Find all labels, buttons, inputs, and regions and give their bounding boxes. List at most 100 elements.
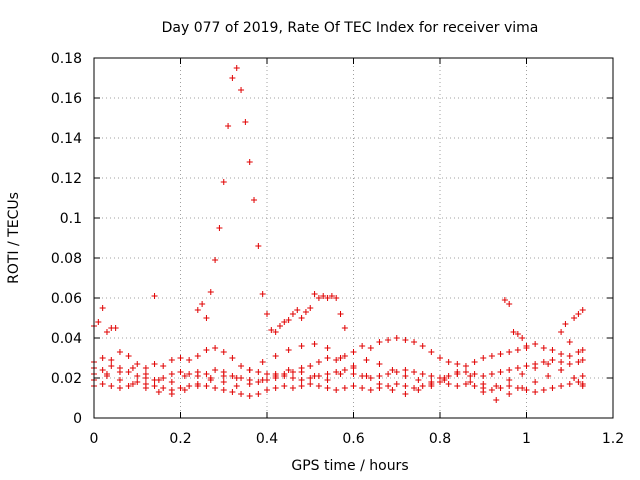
roti-point — [363, 373, 370, 379]
roti-point — [402, 373, 409, 379]
roti-point — [238, 391, 245, 397]
roti-point — [471, 359, 478, 365]
roti-point — [255, 369, 262, 375]
roti-point — [467, 373, 474, 379]
roti-point — [333, 357, 340, 363]
roti-point — [324, 295, 331, 301]
roti-point — [181, 387, 188, 393]
roti-point — [462, 363, 469, 369]
roti-point — [367, 345, 374, 351]
roti-point — [307, 381, 314, 387]
roti-point — [134, 373, 141, 379]
roti-point — [519, 335, 526, 341]
roti-point — [523, 387, 530, 393]
roti-point — [445, 381, 452, 387]
roti-point — [376, 381, 383, 387]
plot-frame — [93, 57, 614, 419]
roti-point — [579, 307, 586, 313]
y-tick-label: 0.12 — [51, 171, 82, 187]
roti-point — [108, 357, 115, 363]
roti-point — [385, 337, 392, 343]
roti-point — [276, 323, 283, 329]
x-tick-label: 0.4 — [256, 431, 278, 447]
roti-point — [333, 387, 340, 393]
roti-point — [333, 369, 340, 375]
roti-point — [393, 335, 400, 341]
roti-point — [376, 373, 383, 379]
roti-point — [194, 369, 201, 375]
roti-point — [103, 329, 110, 335]
roti-point — [125, 369, 132, 375]
roti-point — [341, 325, 348, 331]
roti-point — [579, 347, 586, 353]
roti-point — [471, 371, 478, 377]
roti-point — [307, 375, 314, 381]
roti-point — [289, 311, 296, 317]
roti-point — [549, 347, 556, 353]
roti-point — [229, 355, 236, 361]
roti-point — [441, 375, 448, 381]
roti-point — [415, 377, 422, 383]
x-tick-label: 0.6 — [342, 431, 364, 447]
roti-point — [220, 179, 227, 185]
roti-point — [324, 377, 331, 383]
roti-point — [311, 373, 318, 379]
roti-point — [233, 375, 240, 381]
roti-point — [233, 383, 240, 389]
roti-point — [186, 371, 193, 377]
roti-point — [532, 341, 539, 347]
roti-point — [186, 383, 193, 389]
roti-point — [445, 359, 452, 365]
roti-point — [311, 291, 318, 297]
axis-ticks: 0 0.2 0.4 0.6 0.8 1 1.2 0 0.02 0.04 0.06 0.08 0.1 0.1… — [51, 51, 624, 447]
roti-point — [337, 311, 344, 317]
roti-point — [467, 379, 474, 385]
roti-point — [367, 387, 374, 393]
roti-point — [367, 375, 374, 381]
roti-point — [255, 379, 262, 385]
roti-point — [488, 371, 495, 377]
roti-point — [207, 375, 214, 381]
roti-point — [402, 367, 409, 373]
x-tick-label: 1.2 — [602, 431, 624, 447]
roti-point — [579, 383, 586, 389]
roti-point — [549, 385, 556, 391]
roti-point — [134, 361, 141, 367]
roti-point — [571, 375, 578, 381]
roti-point — [155, 377, 162, 383]
roti-point — [151, 293, 158, 299]
roti-point — [575, 379, 582, 385]
roti-point — [540, 345, 547, 351]
roti-point — [480, 389, 487, 395]
roti-point — [566, 361, 573, 367]
y-tick-label: 0 — [73, 411, 82, 427]
roti-point — [116, 349, 123, 355]
roti-point — [212, 385, 219, 391]
roti-point — [324, 371, 331, 377]
roti-point — [566, 381, 573, 387]
roti-point — [220, 387, 227, 393]
roti-point — [506, 349, 513, 355]
roti-point — [337, 355, 344, 361]
roti-point — [411, 339, 418, 345]
roti-point — [519, 385, 526, 391]
roti-point — [324, 345, 331, 351]
y-tick-label: 0.1 — [60, 211, 82, 227]
roti-point — [177, 355, 184, 361]
roti-point — [194, 353, 201, 359]
roti-point — [285, 317, 292, 323]
roti-point — [194, 307, 201, 313]
roti-point — [168, 379, 175, 385]
roti-point — [523, 363, 530, 369]
y-tick-label: 0.06 — [51, 291, 82, 307]
roti-point — [246, 393, 253, 399]
roti-point — [281, 383, 288, 389]
roti-point — [575, 359, 582, 365]
roti-point — [359, 343, 366, 349]
data-points — [91, 65, 586, 403]
roti-point — [566, 353, 573, 359]
roti-point — [129, 365, 136, 371]
roti-point — [454, 369, 461, 375]
roti-point — [246, 367, 253, 373]
roti-point — [506, 383, 513, 389]
